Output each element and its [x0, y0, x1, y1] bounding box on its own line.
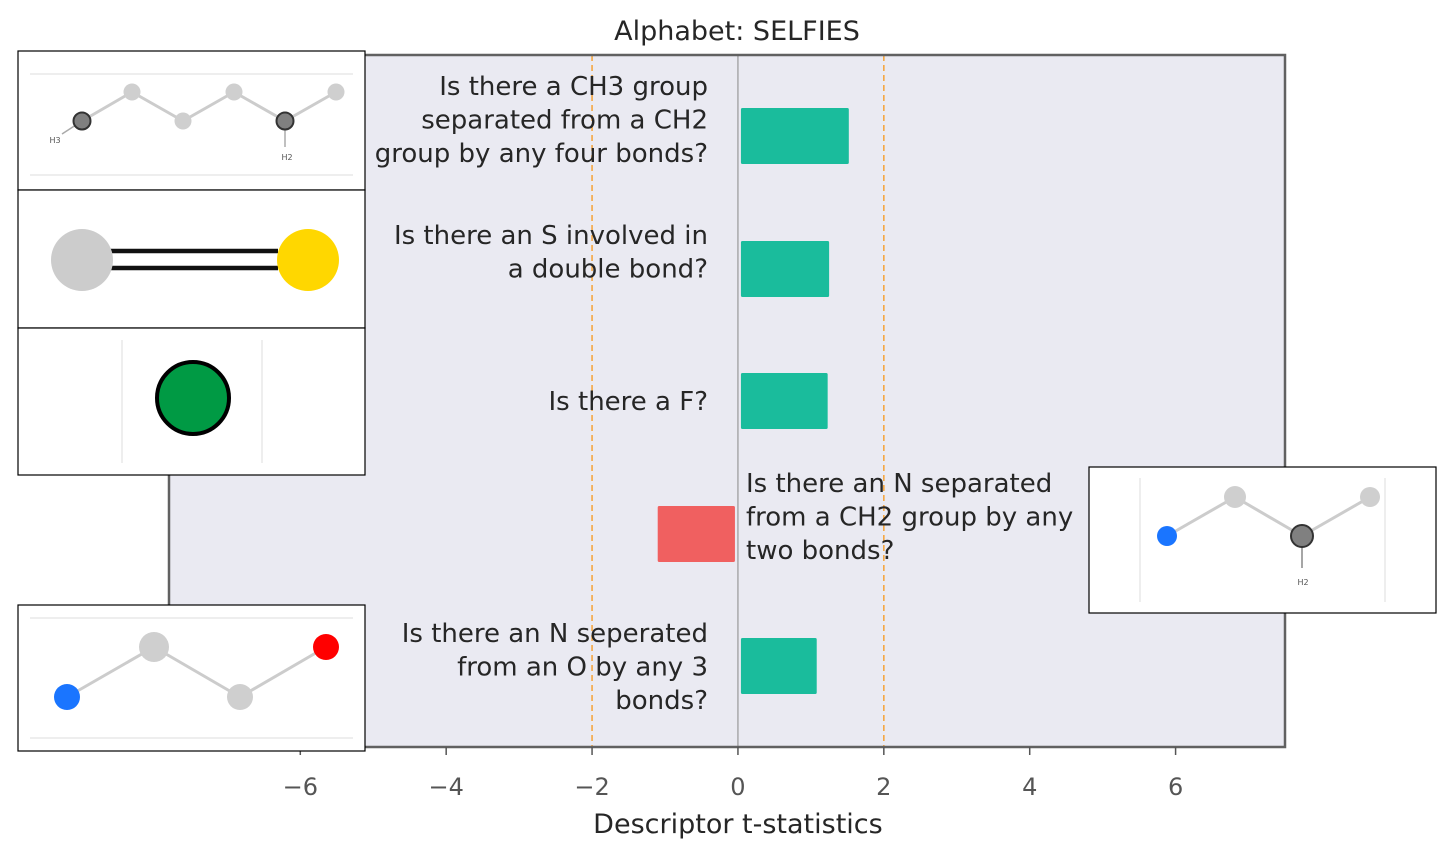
h2-label: H2 — [1297, 578, 1308, 587]
bar-label-4: Is there an N separated from a CH2 group … — [746, 469, 1073, 566]
bond — [239, 645, 327, 699]
bar-label-3: Is there a F? — [549, 387, 708, 417]
carbon-atom — [327, 83, 345, 101]
bond — [66, 645, 155, 699]
bar-label-1: Is there a CH3 group separated from a CH2… — [375, 72, 708, 169]
bond — [182, 90, 235, 123]
bond — [131, 90, 184, 123]
carbon-atom — [1224, 486, 1246, 508]
bar-4 — [657, 506, 735, 562]
image-frame — [1088, 466, 1437, 614]
carbon-atom — [227, 684, 253, 710]
carbon-dark-atom — [275, 111, 295, 131]
x-axis-label: Descriptor t-statistics — [593, 809, 883, 840]
carbon-atom — [225, 83, 243, 101]
bond — [1234, 495, 1303, 538]
oxygen-atom — [313, 634, 339, 660]
chart-title: Alphabet: SELFIES — [614, 16, 860, 47]
bar-5 — [740, 638, 817, 694]
nitrogen-atom — [1157, 526, 1177, 546]
bond — [1301, 495, 1371, 538]
carbon-dark-atom — [1290, 524, 1314, 548]
carbon-dark-atom — [72, 111, 92, 131]
bar-2 — [740, 241, 830, 297]
x-tick-label: −6 — [283, 773, 318, 801]
bar-label-2: Is there an S involved in a double bond? — [394, 221, 708, 285]
nitrogen-atom — [54, 684, 80, 710]
bar-1 — [740, 108, 849, 164]
bar-3 — [740, 373, 828, 429]
bond — [153, 645, 241, 699]
fluorine-atom — [155, 360, 231, 436]
carbon-atom — [174, 112, 192, 130]
x-tick-label: −4 — [428, 773, 463, 801]
carbon-atom — [123, 83, 141, 101]
h2-label: H2 — [281, 153, 292, 162]
carbon-atom — [1360, 487, 1380, 507]
bond — [284, 90, 337, 123]
ch3-ch2-four-bonds-molecule: H3 H2 — [17, 50, 366, 191]
x-tick-label: 0 — [730, 773, 745, 801]
x-tick-label: 2 — [876, 773, 891, 801]
x-tick-label: 4 — [1022, 773, 1037, 801]
bond — [1166, 495, 1236, 538]
x-tick-label: −2 — [574, 773, 609, 801]
s-double-bond-molecule — [17, 189, 366, 329]
sulfur-atom — [277, 229, 339, 291]
image-frame — [17, 604, 366, 752]
n-o-three-bonds-molecule — [17, 604, 366, 752]
fluorine-atom-molecule — [17, 327, 366, 476]
n-ch2-two-bonds-molecule: H2 — [1088, 466, 1437, 614]
h3-label: H3 — [49, 136, 60, 145]
image-frame — [17, 50, 366, 191]
bar-label-5: Is there an N seperated from an O by any … — [402, 619, 708, 716]
x-tick-label: 6 — [1168, 773, 1183, 801]
bond — [233, 90, 286, 123]
carbon-atom — [139, 632, 169, 662]
carbon-atom — [51, 229, 113, 291]
bond — [81, 90, 133, 123]
